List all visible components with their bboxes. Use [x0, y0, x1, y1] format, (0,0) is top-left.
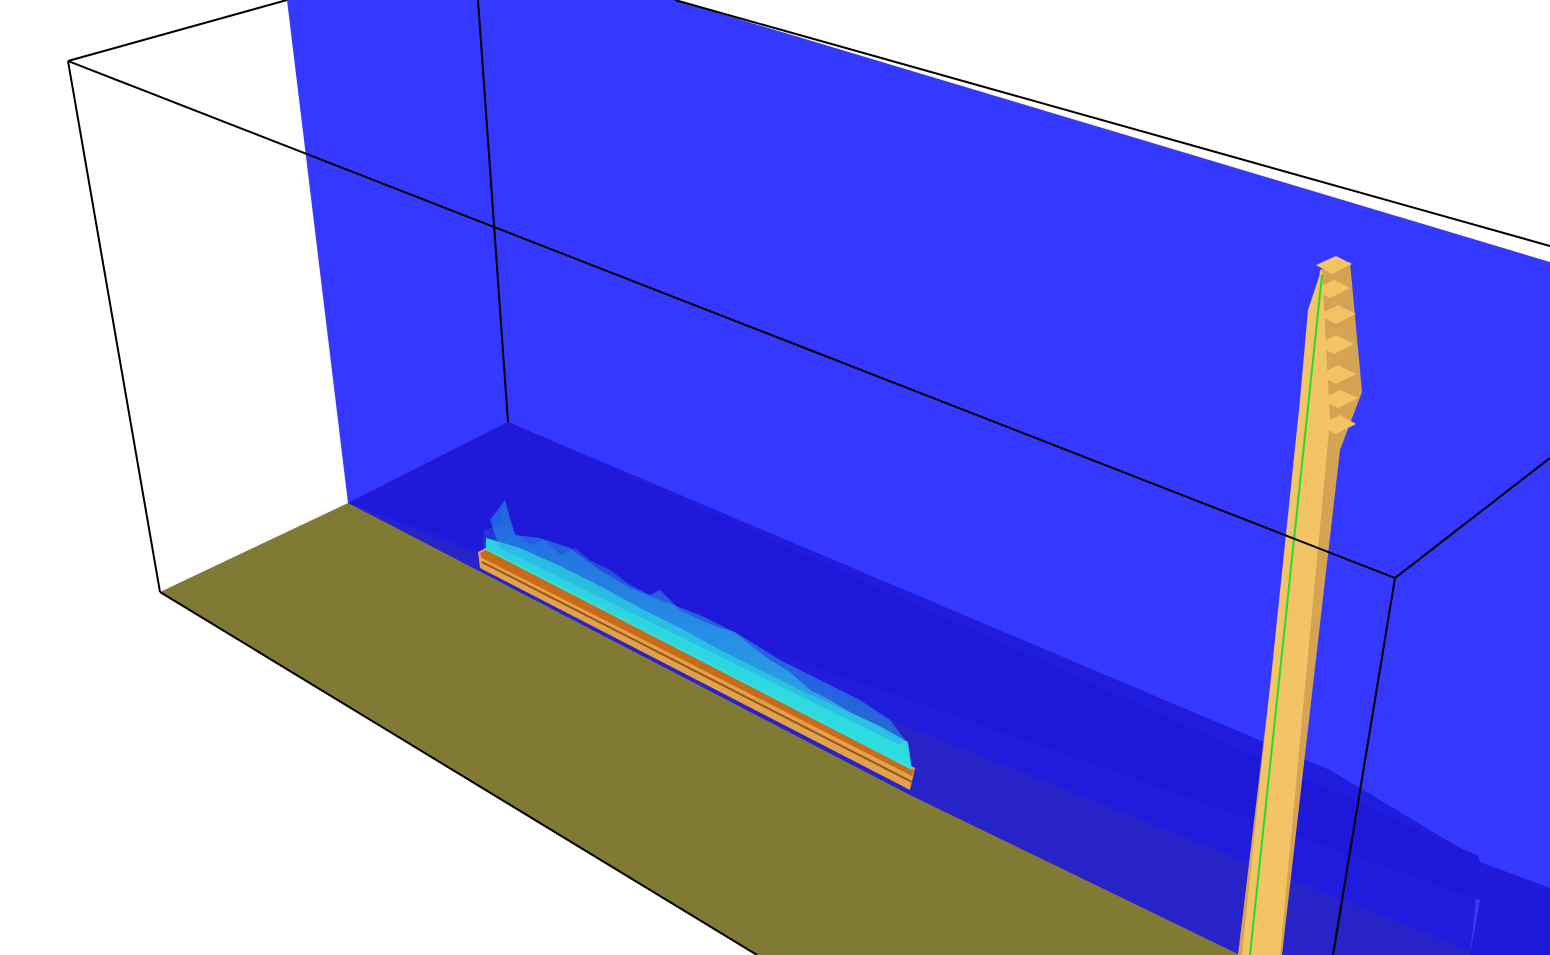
- flame-region: [484, 495, 912, 770]
- wall-lower-panel: [348, 422, 1480, 955]
- wireframe-box-icon: [67, 0, 1550, 955]
- back-wall-plane: [287, 0, 1550, 955]
- burner-bar-icon[interactable]: [478, 548, 915, 790]
- stacked-tower-icon[interactable]: [1238, 256, 1362, 955]
- wall-right-face: [1395, 458, 1550, 888]
